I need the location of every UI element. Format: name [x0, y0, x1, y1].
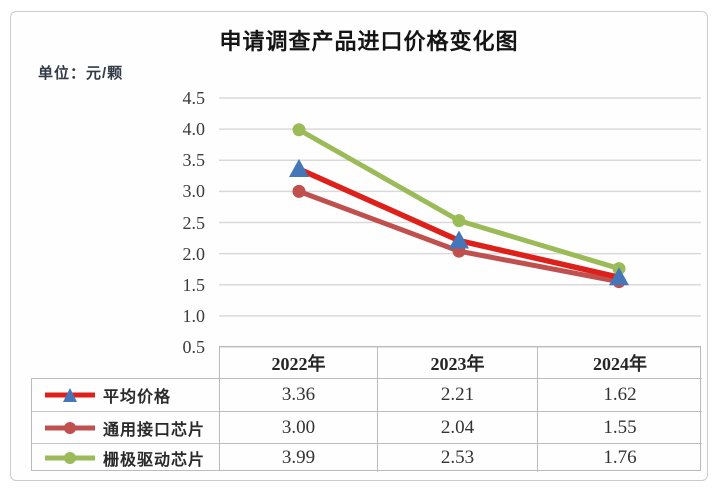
table-header-year-2024: 2024年 [538, 347, 702, 379]
table-cell-average-2024: 1.62 [538, 379, 702, 412]
unit-label: 单位：元/颗 [38, 65, 124, 82]
legend-label-average-price: 平均价格 [103, 389, 172, 406]
y-axis-tick-label: 1.0 [182, 305, 206, 326]
y-axis-tick-label: 3.0 [182, 181, 206, 202]
legend-row-gate-driver-chip: 栅极驱动芯片 [32, 444, 220, 472]
data-table: 2022年 2023年 2024年 3.36 2.21 1.62 3.00 2.… [219, 346, 702, 472]
gate-driver-chip-line-marker-icon [45, 452, 95, 464]
table-cell-interface-2024: 1.55 [538, 412, 702, 444]
series-line-2 [296, 127, 622, 272]
y-axis-tick-label: 4.5 [182, 88, 206, 108]
data-point-marker-1 [292, 184, 306, 198]
table-cell-gatedriver-2024: 1.76 [603, 447, 637, 468]
table-cell-interface-2023: 2.04 [378, 412, 538, 444]
table-cell-gatedriver-2023: 2.53 [378, 444, 538, 472]
table-header-year-2022: 2022年 [220, 347, 378, 379]
data-point-marker-0 [289, 158, 309, 177]
y-axis-tick-label: 2.0 [182, 243, 206, 264]
y-axis-tick-label: 3.5 [182, 150, 206, 171]
y-axis-tick-label: 0.5 [182, 337, 206, 357]
legend-label-general-interface-chip: 通用接口芯片 [103, 421, 206, 439]
legend-row-average-price: 平均价格 [32, 379, 220, 412]
y-axis-tick-label: 2.5 [182, 212, 206, 233]
data-point-marker-0 [449, 230, 469, 249]
data-point-marker-1 [612, 275, 626, 289]
series-line-0 [296, 166, 622, 281]
data-point-marker-2 [292, 123, 306, 137]
legend-row-general-interface-chip: 通用接口芯片 [32, 412, 220, 444]
legend-label-gate-driver-chip: 栅极驱动芯片 [103, 452, 206, 469]
data-point-marker-1 [452, 244, 466, 258]
y-axis-tick-label: 1.5 [182, 274, 206, 295]
data-point-marker-2 [612, 262, 626, 276]
chart-title: 申请调查产品进口价格变化图 [219, 29, 519, 54]
general-interface-chip-line-marker-icon [45, 421, 95, 434]
data-point-marker-2 [452, 214, 466, 228]
table-cell-average-2022: 3.36 [220, 379, 378, 412]
table-cell-gatedriver-2022: 3.99 [220, 444, 378, 472]
y-axis: 4.5 4.0 3.5 3.0 2.5 2.0 1.5 1.0 0.5 [139, 12, 206, 482]
y-axis-tick-label: 4.0 [182, 119, 206, 140]
series-line-1 [296, 188, 622, 285]
table-header-year-2023: 2023年 [378, 347, 538, 379]
table-cell-interface-2022: 3.00 [220, 412, 378, 444]
data-point-marker-0 [609, 267, 629, 286]
average-price-line-marker-icon [45, 388, 95, 402]
table-cell-average-2023: 2.21 [378, 379, 538, 412]
legend: 平均价格 通用接口芯片 栅极驱动芯片 [31, 378, 220, 471]
chart-card: 申请调查产品进口价格变化图 单位：元/颗 4.5 4.0 3.5 3.0 2.5 2.0 1… [10, 11, 708, 481]
